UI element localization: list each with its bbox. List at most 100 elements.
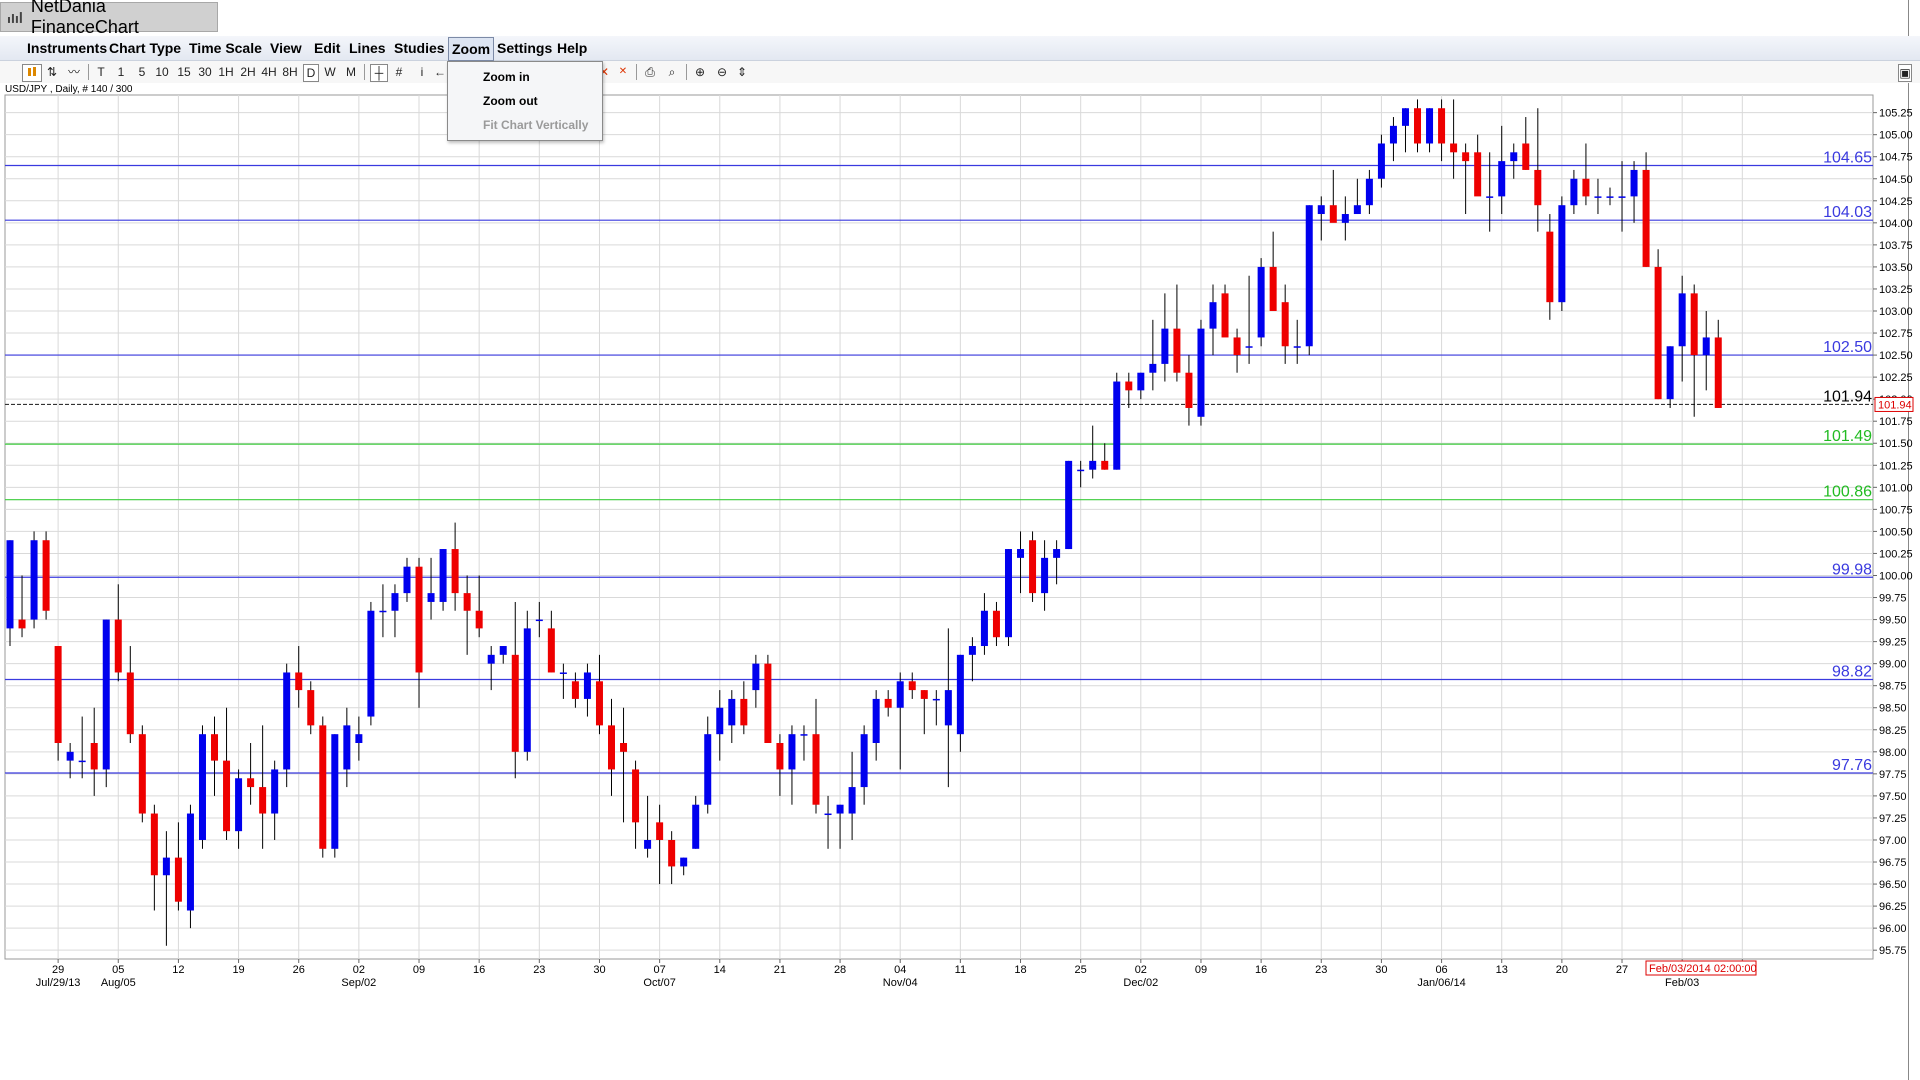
x-period-label: Jan/06/14	[1417, 977, 1465, 989]
timeframe-weekly[interactable]: W	[324, 65, 336, 79]
line-chart-icon[interactable]: 〰	[67, 65, 80, 79]
zoom-out-menu-item[interactable]: Zoom out	[483, 94, 538, 108]
crosshair-icon[interactable]: ┼	[370, 64, 388, 82]
timeframe-monthly[interactable]: M	[346, 65, 356, 79]
menu-lines[interactable]: Lines	[349, 40, 386, 56]
candle-body	[1017, 549, 1025, 558]
candle-body	[1209, 302, 1217, 329]
candle-down	[1546, 214, 1554, 320]
timeframe-5min[interactable]: 5	[138, 65, 146, 79]
hline-label: 99.98	[1832, 561, 1872, 578]
y-tick-label: 100.00	[1879, 570, 1913, 582]
timeframe-1h[interactable]: 1H	[218, 65, 234, 79]
plot-area[interactable]	[4, 94, 1874, 960]
fit-vertical-icon[interactable]: ⇕	[736, 65, 748, 79]
candle-body	[403, 566, 411, 594]
candle-body	[439, 549, 447, 602]
candle-body	[1137, 372, 1145, 391]
timeframe-daily[interactable]: D	[303, 64, 319, 82]
candle-up	[283, 663, 291, 788]
zoom-in-menu-item[interactable]: Zoom in	[483, 70, 530, 84]
candle-down	[1101, 443, 1109, 470]
candle-body	[764, 663, 772, 743]
candle-up	[1053, 540, 1061, 585]
candles	[6, 99, 1722, 946]
menu-studies[interactable]: Studies	[394, 40, 445, 56]
candle-up	[1113, 372, 1121, 470]
x-tick-label: 16	[1255, 964, 1267, 976]
candle-body	[259, 787, 267, 814]
print-preview-icon[interactable]: ⌕	[668, 65, 676, 79]
price-chart[interactable]: 104.65 104.03 102.50 101.94 101.49 100.86 99.9…	[0, 0, 1920, 1000]
candle-body	[343, 725, 351, 770]
candle-down	[764, 654, 772, 743]
menu-view[interactable]: View	[270, 40, 302, 56]
y-tick-label: 96.75	[1879, 857, 1907, 869]
timeframe-8h[interactable]: 8H	[282, 65, 298, 79]
candle-body	[1666, 346, 1674, 400]
candle-up	[391, 584, 399, 638]
horizontal-lines: 104.65 104.03 102.50 101.94 101.49 100.86 99.9…	[5, 150, 1873, 774]
candle-down	[620, 707, 628, 823]
timeframe-2h[interactable]: 2H	[240, 65, 256, 79]
timeframe-1min[interactable]: 1	[117, 65, 125, 79]
candle-up	[1702, 311, 1710, 391]
menu-time-scale[interactable]: Time Scale	[189, 40, 262, 56]
menu-chart-type[interactable]: Chart Type	[109, 40, 182, 56]
grid-icon[interactable]: #	[395, 65, 403, 79]
info-icon[interactable]: i	[420, 65, 424, 79]
delete-all-icon[interactable]: ✕	[618, 66, 628, 77]
candle-body	[1221, 293, 1229, 338]
candle-body	[824, 813, 832, 816]
maximize-icon[interactable]: ▣	[1898, 64, 1912, 82]
hline-label: 102.50	[1823, 339, 1872, 356]
timeframe-10min[interactable]: 10	[155, 65, 169, 79]
ohlc-bars-icon[interactable]: ⇅	[46, 65, 58, 79]
candle-up	[343, 707, 351, 788]
candle-up	[559, 663, 567, 699]
x-tick-label: 25	[1075, 964, 1087, 976]
candle-body	[475, 610, 483, 629]
candle-body	[30, 540, 38, 620]
candle-body	[174, 857, 182, 902]
x-tick-label: 14	[714, 964, 726, 976]
candle-body	[1305, 205, 1313, 347]
candlestick-mode-icon[interactable]	[22, 64, 42, 82]
menu-zoom[interactable]: Zoom	[448, 37, 495, 61]
zoom-out-icon[interactable]: ⊖	[716, 65, 728, 79]
window-title-tab[interactable]: NetDania FinanceChart	[0, 0, 218, 37]
candle-body	[1401, 108, 1409, 126]
candle-up	[1017, 531, 1025, 594]
candle-up	[1594, 178, 1602, 215]
candle-body	[632, 769, 640, 823]
delete-line-icon[interactable]: ✕	[598, 65, 610, 79]
menu-instruments[interactable]: Instruments	[27, 40, 108, 56]
menu-help[interactable]: Help	[557, 40, 588, 56]
candle-down	[18, 575, 26, 638]
candle-down	[463, 575, 471, 655]
menu-settings[interactable]: Settings	[497, 40, 553, 56]
candle-body	[1233, 337, 1241, 356]
timeframe-30min[interactable]: 30	[198, 65, 212, 79]
timeframe-15min[interactable]: 15	[177, 65, 191, 79]
candle-up	[499, 646, 507, 664]
candle-up	[1257, 258, 1265, 347]
back-arrow-icon[interactable]: ←	[434, 65, 446, 79]
candle-up	[186, 804, 194, 929]
candle-body	[848, 787, 856, 814]
print-icon[interactable]: ⎙	[645, 65, 655, 79]
hline-label: 98.82	[1832, 664, 1872, 681]
candle-body	[223, 760, 231, 832]
candle-down	[451, 522, 459, 611]
y-tick-label: 102.25	[1879, 372, 1913, 384]
x-tick-label: 21	[774, 964, 786, 976]
timeframe-tick[interactable]: T	[97, 65, 105, 79]
zoom-in-icon[interactable]: ⊕	[694, 65, 706, 79]
candle-up	[1510, 143, 1518, 179]
candle-up	[535, 601, 543, 638]
x-tick-label: 02	[1135, 964, 1147, 976]
menu-edit[interactable]: Edit	[314, 40, 341, 56]
candle-body	[1329, 205, 1337, 223]
timeframe-4h[interactable]: 4H	[261, 65, 277, 79]
candle-body	[1089, 460, 1097, 470]
